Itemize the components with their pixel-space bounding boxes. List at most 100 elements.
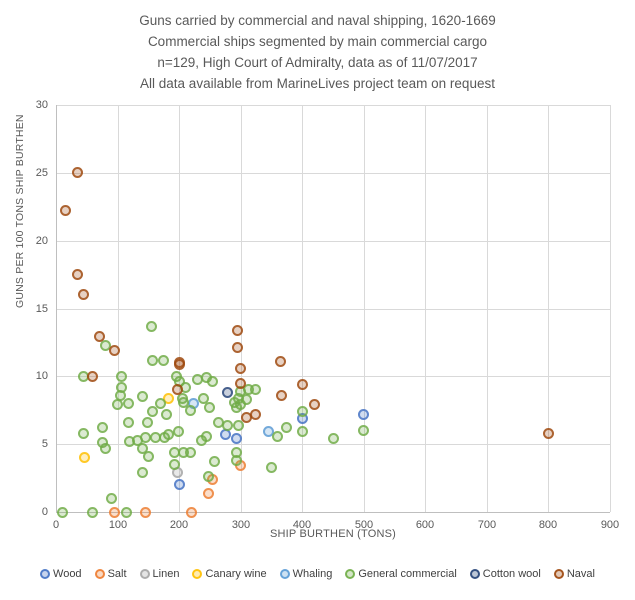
data-point-general-commercial bbox=[87, 506, 99, 518]
gridline-vertical bbox=[487, 105, 488, 512]
gridline-vertical bbox=[610, 105, 611, 512]
data-point-general-commercial bbox=[141, 416, 153, 428]
x-tick-label: 0 bbox=[52, 519, 60, 531]
data-point-general-commercial bbox=[249, 384, 261, 396]
chart-title: Guns carried by commercial and naval shi… bbox=[0, 10, 635, 94]
data-point-naval bbox=[93, 331, 105, 343]
gridline-horizontal bbox=[56, 241, 610, 242]
legend-marker-icon bbox=[345, 569, 356, 579]
gridline-vertical bbox=[179, 105, 180, 512]
data-point-salt bbox=[139, 506, 151, 518]
x-tick-label: 700 bbox=[477, 519, 497, 531]
data-point-general-commercial bbox=[136, 442, 148, 454]
data-point-naval bbox=[249, 408, 261, 420]
y-tick-label: 25 bbox=[35, 167, 48, 179]
data-point-general-commercial bbox=[201, 372, 213, 384]
data-point-wood bbox=[358, 408, 370, 420]
data-point-general-commercial bbox=[358, 425, 370, 437]
x-tick-label: 200 bbox=[169, 519, 189, 531]
data-point-naval bbox=[171, 384, 183, 396]
data-point-general-commercial bbox=[231, 447, 243, 459]
data-point-general-commercial bbox=[121, 506, 133, 518]
data-point-general-commercial bbox=[296, 426, 308, 438]
data-point-general-commercial bbox=[272, 430, 284, 442]
data-point-naval bbox=[309, 399, 321, 411]
data-point-cotton-wool bbox=[221, 387, 233, 399]
legend-item-linen: Linen bbox=[139, 568, 179, 580]
data-point-general-commercial bbox=[281, 422, 293, 434]
data-point-general-commercial bbox=[265, 461, 277, 473]
data-point-naval bbox=[87, 370, 99, 382]
data-point-general-commercial bbox=[221, 419, 233, 431]
data-point-canary-wine bbox=[79, 452, 91, 464]
legend-marker-icon bbox=[139, 569, 150, 579]
x-axis-line bbox=[56, 512, 610, 513]
legend: Wood Salt Linen Canary wine Whaling General c… bbox=[0, 568, 635, 580]
x-tick-label: 400 bbox=[292, 519, 312, 531]
legend-marker-icon bbox=[40, 569, 51, 579]
data-point-naval bbox=[276, 389, 288, 401]
data-point-naval bbox=[232, 342, 244, 354]
gridline-vertical bbox=[241, 105, 242, 512]
data-point-general-commercial bbox=[172, 426, 184, 438]
data-point-naval bbox=[542, 427, 554, 439]
data-point-general-commercial bbox=[177, 396, 189, 408]
chart-title-line-3: n=129, High Court of Admiralty, data as … bbox=[157, 55, 478, 70]
data-point-general-commercial bbox=[202, 471, 214, 483]
data-point-wood bbox=[230, 433, 242, 445]
data-point-general-commercial bbox=[122, 397, 134, 409]
data-point-naval bbox=[173, 358, 185, 370]
legend-item-general-commercial: General commercial bbox=[345, 568, 457, 580]
data-point-general-commercial bbox=[169, 459, 181, 471]
data-point-general-commercial bbox=[105, 492, 117, 504]
data-point-naval bbox=[235, 377, 247, 389]
data-point-general-commercial bbox=[99, 339, 111, 351]
data-point-general-commercial bbox=[204, 402, 216, 414]
legend-label: Wood bbox=[53, 568, 82, 580]
data-point-general-commercial bbox=[136, 467, 148, 479]
data-point-general-commercial bbox=[145, 320, 157, 332]
y-tick-label: 30 bbox=[35, 99, 48, 111]
gridline-vertical bbox=[548, 105, 549, 512]
data-point-naval bbox=[296, 378, 308, 390]
data-point-general-commercial bbox=[201, 430, 213, 442]
gridline-horizontal bbox=[56, 105, 610, 106]
data-point-naval bbox=[78, 289, 90, 301]
data-point-salt bbox=[202, 487, 214, 499]
data-point-naval bbox=[72, 269, 84, 281]
data-point-general-commercial bbox=[96, 437, 108, 449]
legend-marker-icon bbox=[279, 569, 290, 579]
y-tick-label: 15 bbox=[35, 303, 48, 315]
data-point-general-commercial bbox=[184, 447, 196, 459]
x-axis-label: SHIP BURTHEN (TONS) bbox=[269, 528, 397, 540]
data-point-general-commercial bbox=[232, 419, 244, 431]
data-point-general-commercial bbox=[146, 406, 158, 418]
y-axis-label: GUNS PER 100 TONS SHIP BURTHEN bbox=[14, 114, 26, 308]
data-point-general-commercial bbox=[154, 397, 166, 409]
gridline-horizontal bbox=[56, 309, 610, 310]
legend-label: Canary wine bbox=[205, 568, 267, 580]
data-point-general-commercial bbox=[142, 450, 154, 462]
gridline-vertical bbox=[302, 105, 303, 512]
legend-label: Whaling bbox=[292, 568, 333, 580]
gridline-vertical bbox=[118, 105, 119, 512]
data-point-general-commercial bbox=[184, 404, 196, 416]
y-tick-label: 0 bbox=[41, 506, 48, 518]
x-tick-label: 900 bbox=[600, 519, 620, 531]
data-point-general-commercial bbox=[209, 456, 221, 468]
legend-item-canary-wine: Canary wine bbox=[192, 568, 267, 580]
data-point-general-commercial bbox=[112, 399, 124, 411]
data-point-wood bbox=[173, 479, 185, 491]
data-point-naval bbox=[59, 205, 71, 217]
legend-marker-icon bbox=[192, 569, 203, 579]
data-point-salt bbox=[108, 506, 120, 518]
x-tick-label: 100 bbox=[108, 519, 128, 531]
legend-label: Naval bbox=[566, 568, 595, 580]
data-point-naval bbox=[232, 324, 244, 336]
legend-label: Salt bbox=[107, 568, 127, 580]
x-tick-label: 800 bbox=[538, 519, 558, 531]
gridline-vertical bbox=[425, 105, 426, 512]
data-point-general-commercial bbox=[198, 392, 210, 404]
